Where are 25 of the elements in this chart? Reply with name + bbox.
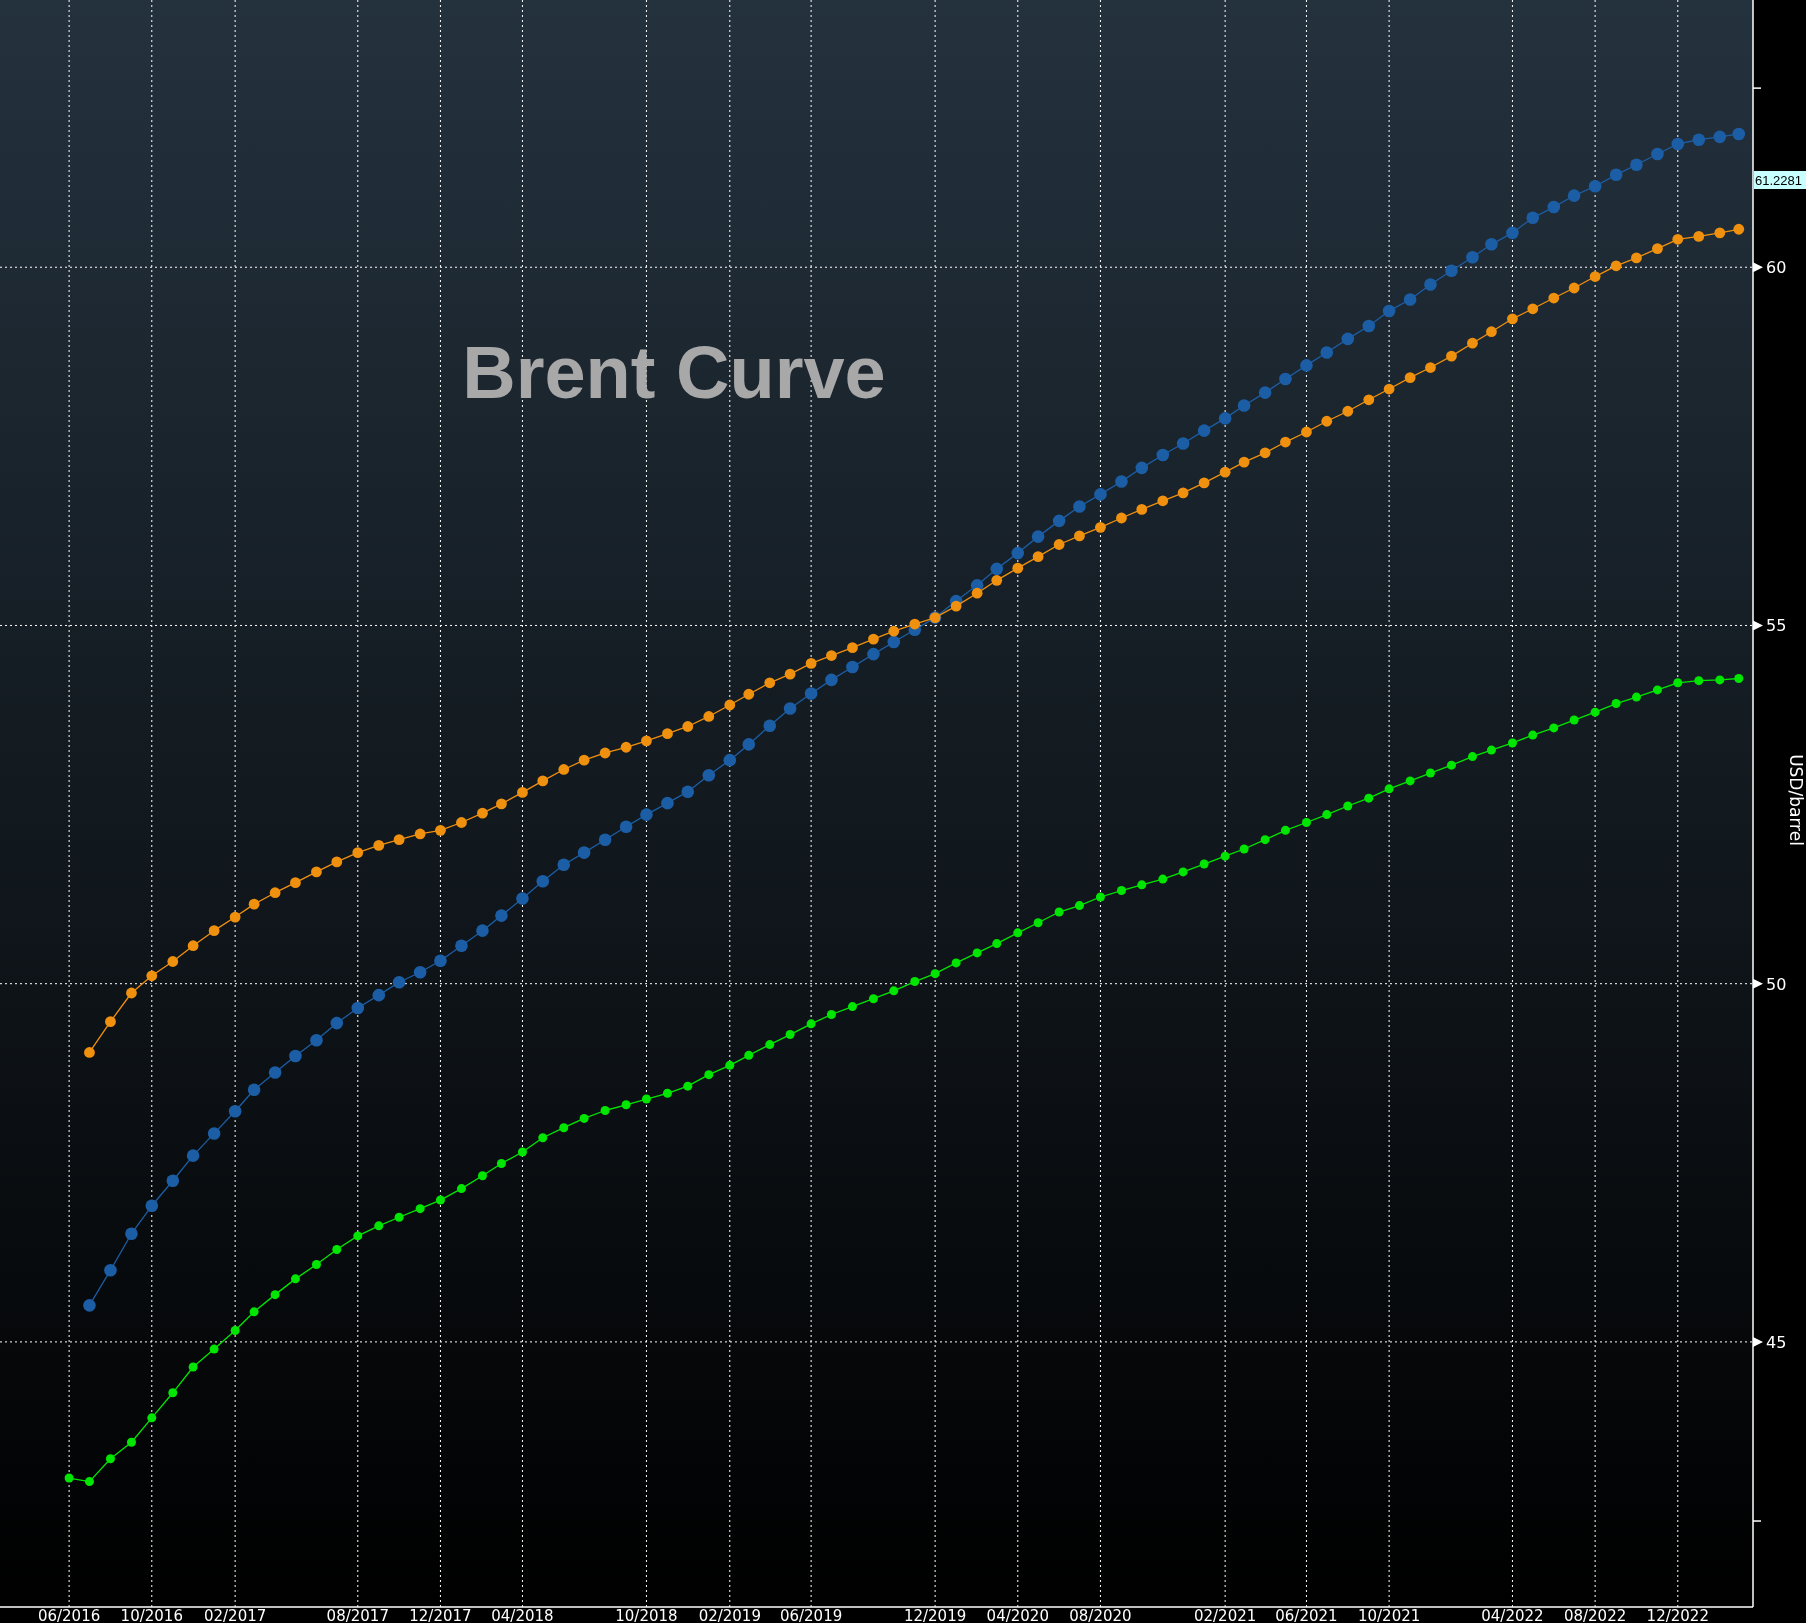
- x-tick-label: 10/2018: [615, 1607, 678, 1623]
- x-tick-label: 06/2016: [37, 1607, 101, 1623]
- y-tick-label: 60: [1766, 258, 1787, 278]
- x-tick-label: 10/2016: [120, 1607, 183, 1623]
- x-tick-label: 12/2019: [903, 1607, 967, 1623]
- x-tick-label: 10/2021: [1357, 1607, 1421, 1623]
- x-tick-label: 12/2017: [409, 1607, 472, 1623]
- x-tick-label: 04/2022: [1481, 1607, 1544, 1623]
- y-axis-title: USD/barrel: [1786, 754, 1806, 846]
- y-tick-label: 45: [1766, 1332, 1787, 1352]
- x-tick-label: 12/2022: [1646, 1607, 1709, 1623]
- x-tick-label: 02/2017: [203, 1607, 267, 1623]
- x-tick-label: 08/2017: [326, 1607, 389, 1623]
- x-tick-label: 08/2022: [1563, 1607, 1627, 1623]
- text: 61.2281: [1755, 173, 1802, 188]
- y-tick-label: 55: [1766, 616, 1787, 636]
- x-tick-label: 06/2021: [1275, 1607, 1338, 1623]
- text: Brent Curve: [462, 331, 886, 414]
- y-tick-label: 50: [1766, 974, 1787, 994]
- x-tick-label: 06/2019: [779, 1607, 843, 1623]
- x-tick-label: 08/2020: [1069, 1607, 1132, 1623]
- x-tick-label: 04/2018: [491, 1607, 554, 1623]
- x-tick-label: 02/2019: [698, 1607, 761, 1623]
- x-tick-label: 02/2021: [1193, 1607, 1257, 1623]
- x-tick-label: 04/2020: [986, 1607, 1049, 1623]
